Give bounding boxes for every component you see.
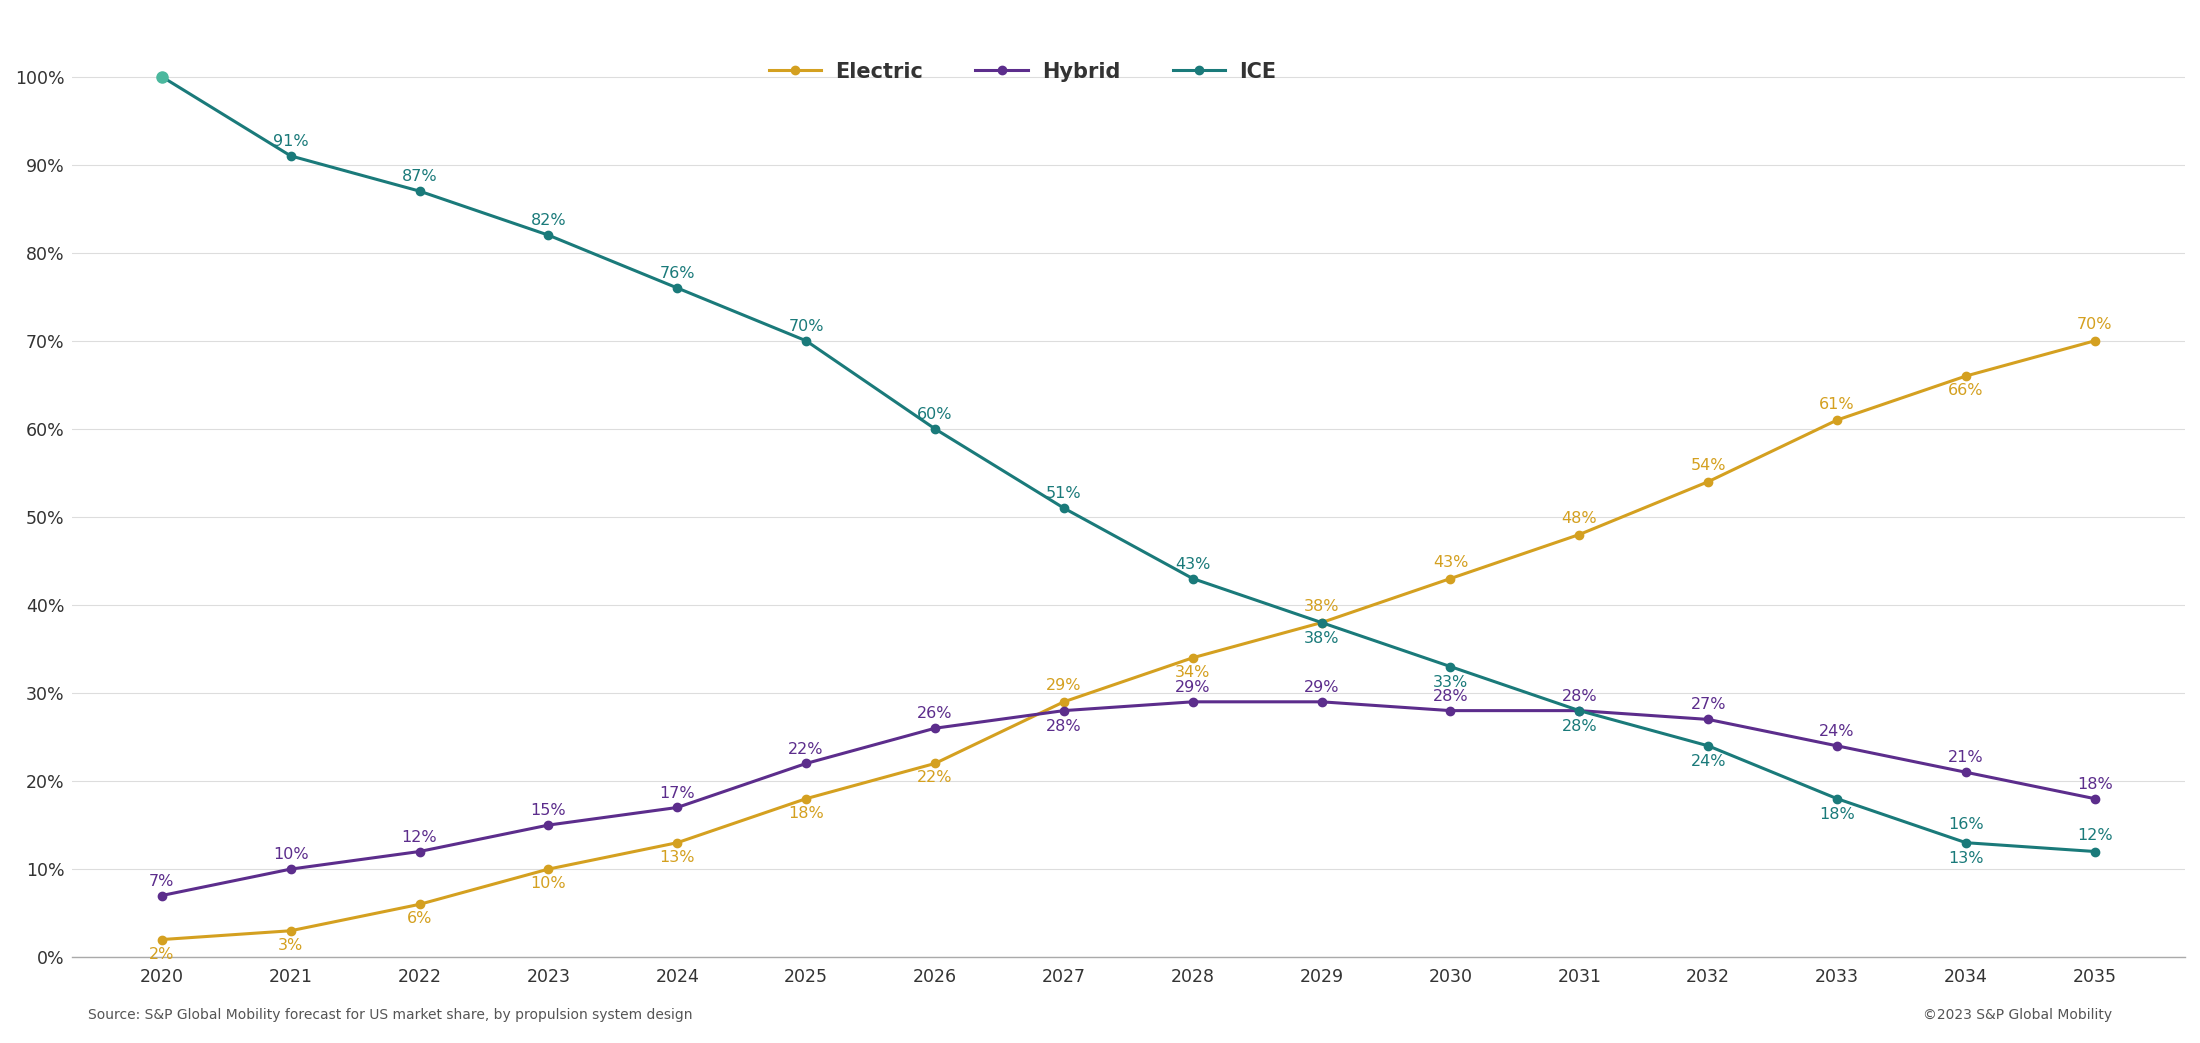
Text: 43%: 43% — [1432, 555, 1467, 571]
Text: 10%: 10% — [273, 847, 308, 863]
Text: Source: S&P Global Mobility forecast for US market share, by propulsion system d: Source: S&P Global Mobility forecast for… — [88, 1009, 693, 1022]
Text: 48%: 48% — [1562, 511, 1597, 526]
Text: 2%: 2% — [150, 946, 174, 962]
Text: 43%: 43% — [1175, 557, 1210, 572]
Text: 24%: 24% — [1690, 754, 1727, 769]
Text: 29%: 29% — [1175, 680, 1210, 695]
Text: 60%: 60% — [917, 407, 953, 422]
Text: 66%: 66% — [1949, 383, 1984, 398]
Text: 28%: 28% — [1562, 688, 1597, 704]
Text: 22%: 22% — [788, 742, 823, 756]
Text: 76%: 76% — [660, 266, 695, 281]
Text: 28%: 28% — [1045, 719, 1082, 734]
Text: 16%: 16% — [1949, 817, 1984, 831]
Text: 22%: 22% — [917, 771, 953, 785]
Text: 12%: 12% — [403, 829, 438, 845]
Text: 51%: 51% — [1045, 486, 1082, 501]
Text: 17%: 17% — [660, 785, 695, 801]
Text: 61%: 61% — [1819, 396, 1855, 412]
Text: 28%: 28% — [1562, 719, 1597, 734]
Text: 3%: 3% — [277, 938, 304, 952]
Text: 6%: 6% — [407, 912, 431, 926]
Text: 28%: 28% — [1432, 688, 1467, 704]
Text: 12%: 12% — [2077, 828, 2112, 843]
Text: 70%: 70% — [788, 319, 823, 334]
Text: 29%: 29% — [1305, 680, 1340, 695]
Text: 91%: 91% — [273, 134, 308, 149]
Text: 29%: 29% — [1047, 679, 1082, 694]
Text: 27%: 27% — [1690, 698, 1727, 712]
Text: 70%: 70% — [2077, 317, 2112, 333]
Text: 38%: 38% — [1305, 600, 1340, 614]
Text: 87%: 87% — [403, 169, 438, 185]
Text: 38%: 38% — [1305, 631, 1340, 646]
Text: 21%: 21% — [1949, 750, 1984, 766]
Text: 7%: 7% — [150, 874, 174, 889]
Text: 26%: 26% — [917, 706, 953, 722]
Text: 13%: 13% — [660, 850, 695, 865]
Text: 54%: 54% — [1690, 458, 1727, 474]
Text: 34%: 34% — [1175, 664, 1210, 680]
Legend: Electric, Hybrid, ICE: Electric, Hybrid, ICE — [761, 53, 1285, 91]
Text: 15%: 15% — [530, 803, 565, 818]
Text: 18%: 18% — [2077, 777, 2112, 792]
Text: 18%: 18% — [788, 805, 825, 821]
Text: 33%: 33% — [1432, 675, 1467, 689]
Text: 13%: 13% — [1949, 851, 1984, 866]
Text: ©2023 S&P Global Mobility: ©2023 S&P Global Mobility — [1923, 1009, 2112, 1022]
Text: 10%: 10% — [530, 876, 565, 891]
Text: 18%: 18% — [1819, 807, 1855, 822]
Text: 82%: 82% — [530, 213, 565, 228]
Text: 24%: 24% — [1819, 724, 1855, 738]
